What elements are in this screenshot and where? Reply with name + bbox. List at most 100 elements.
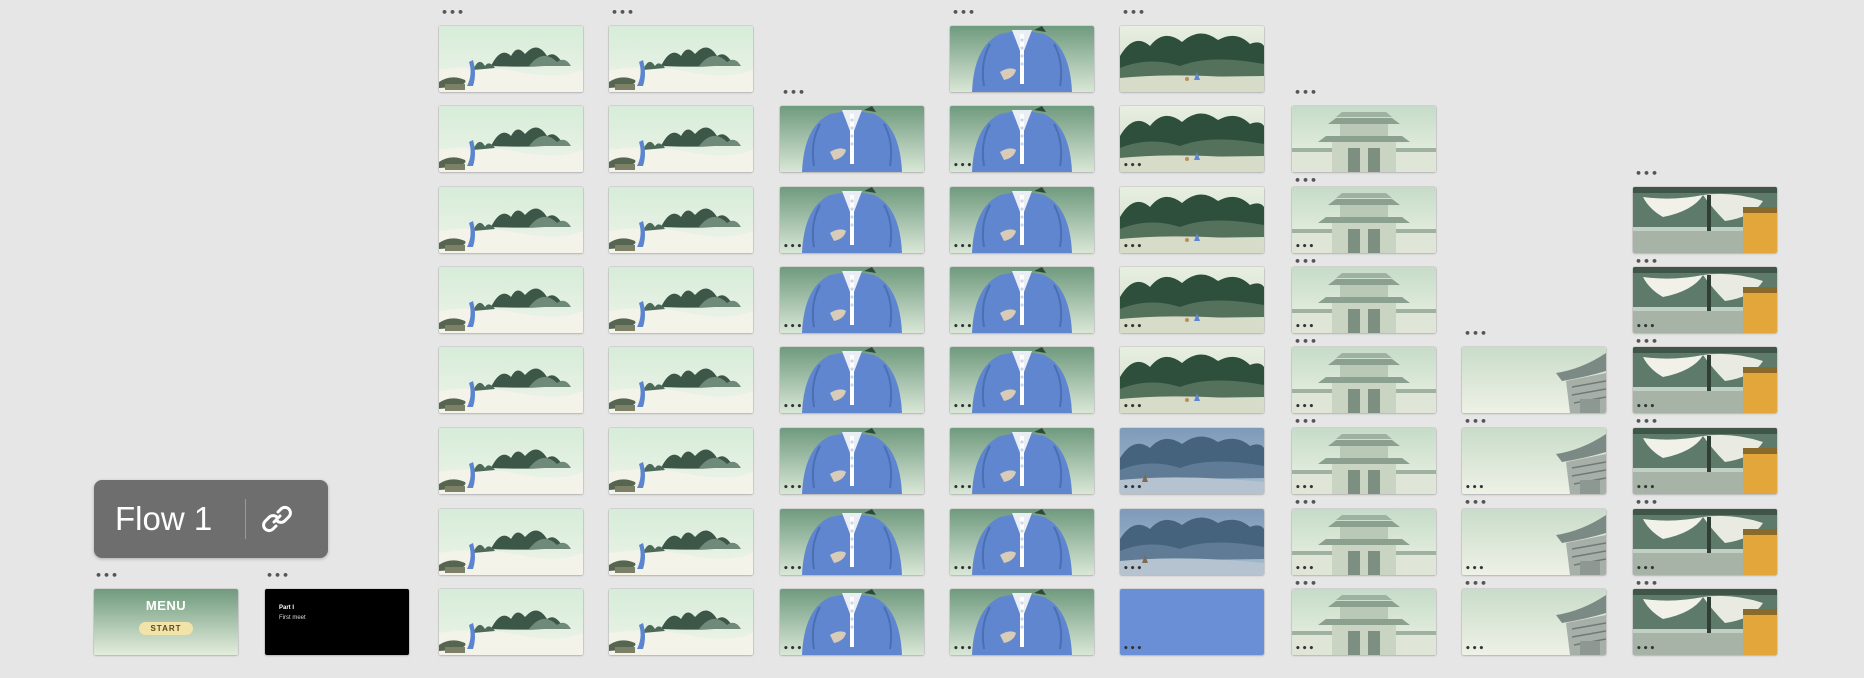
- frame-more-handle[interactable]: •••: [1295, 242, 1316, 252]
- frame-col6-row7[interactable]: •••: [1292, 509, 1436, 575]
- frame-col3-row3[interactable]: •••: [780, 187, 924, 253]
- frame-col2-row1[interactable]: [609, 26, 753, 92]
- frame-more-handle[interactable]: •••: [1295, 402, 1316, 412]
- start-button[interactable]: START: [139, 622, 193, 635]
- frame-more-handle[interactable]: •••: [1636, 564, 1657, 574]
- frame-col8-row6-more[interactable]: •••: [1635, 496, 1660, 509]
- frame-more-handle[interactable]: •••: [783, 483, 804, 493]
- frame-more-handle[interactable]: •••: [1465, 644, 1486, 654]
- frame-col5-row3[interactable]: •••: [1120, 187, 1264, 253]
- frame-col5-row8[interactable]: •••: [1120, 589, 1264, 655]
- frame-col1-row2[interactable]: [439, 106, 583, 172]
- column-3-more-handle[interactable]: •••: [782, 86, 807, 99]
- frame-col3-row5[interactable]: •••: [780, 347, 924, 413]
- frame-col6-row4-more[interactable]: •••: [1294, 335, 1319, 348]
- frame-more-handle[interactable]: •••: [953, 322, 974, 332]
- frame-more-handle[interactable]: •••: [783, 564, 804, 574]
- frame-more-handle[interactable]: •••: [1636, 402, 1657, 412]
- frame-col4-row5[interactable]: •••: [950, 347, 1094, 413]
- frame-more-handle[interactable]: •••: [1123, 402, 1144, 412]
- frame-col3-row7[interactable]: •••: [780, 509, 924, 575]
- frame-col6-row2-more[interactable]: •••: [1294, 174, 1319, 187]
- frame-col8-row3-more[interactable]: •••: [1635, 255, 1660, 268]
- frame-col8-row3[interactable]: [1633, 187, 1777, 253]
- frame-col4-row3[interactable]: •••: [950, 187, 1094, 253]
- frame-more-handle[interactable]: •••: [783, 402, 804, 412]
- column-8-more-handle[interactable]: •••: [1635, 167, 1660, 180]
- frame-col8-row4[interactable]: •••: [1633, 267, 1777, 333]
- frame-col3-row8[interactable]: •••: [780, 589, 924, 655]
- frame-more-handle[interactable]: •••: [1295, 483, 1316, 493]
- frame-col5-row7[interactable]: •••: [1120, 509, 1264, 575]
- frame-col8-row7[interactable]: •••: [1633, 509, 1777, 575]
- column-6-more-handle[interactable]: •••: [1294, 86, 1319, 99]
- menu-frame-more-handle[interactable]: •••: [95, 569, 120, 582]
- frame-col8-row8[interactable]: •••: [1633, 589, 1777, 655]
- frame-more-handle[interactable]: •••: [783, 644, 804, 654]
- frame-col6-row5-more[interactable]: •••: [1294, 415, 1319, 428]
- column-4-more-handle[interactable]: •••: [952, 6, 977, 19]
- frame-col5-row4[interactable]: •••: [1120, 267, 1264, 333]
- frame-col7-row7-more[interactable]: •••: [1464, 577, 1489, 590]
- frame-col6-row6-more[interactable]: •••: [1294, 496, 1319, 509]
- frame-col3-row4[interactable]: •••: [780, 267, 924, 333]
- frame-more-handle[interactable]: •••: [1465, 483, 1486, 493]
- frame-col4-row1[interactable]: [950, 26, 1094, 92]
- frame-col1-row6[interactable]: [439, 428, 583, 494]
- column-2-more-handle[interactable]: •••: [611, 6, 636, 19]
- frame-more-handle[interactable]: •••: [1636, 483, 1657, 493]
- frame-col4-row6[interactable]: •••: [950, 428, 1094, 494]
- frame-more-handle[interactable]: •••: [953, 564, 974, 574]
- frame-more-handle[interactable]: •••: [783, 322, 804, 332]
- frame-col6-row2[interactable]: [1292, 106, 1436, 172]
- frame-col8-row5-more[interactable]: •••: [1635, 415, 1660, 428]
- frame-col7-row8[interactable]: •••: [1462, 589, 1606, 655]
- frame-col2-row4[interactable]: [609, 267, 753, 333]
- frame-col3-row2[interactable]: [780, 106, 924, 172]
- frame-col2-row6[interactable]: [609, 428, 753, 494]
- frame-more-handle[interactable]: •••: [1465, 564, 1486, 574]
- frame-more-handle[interactable]: •••: [1295, 322, 1316, 332]
- frame-col1-row7[interactable]: [439, 509, 583, 575]
- frame-col1-row3[interactable]: [439, 187, 583, 253]
- column-1-more-handle[interactable]: •••: [441, 6, 466, 19]
- frame-col1-row4[interactable]: [439, 267, 583, 333]
- flow-starting-point-chip[interactable]: Flow 1: [94, 480, 328, 558]
- link-icon[interactable]: [246, 480, 308, 558]
- frame-col5-row5[interactable]: •••: [1120, 347, 1264, 413]
- frame-more-handle[interactable]: •••: [953, 242, 974, 252]
- frame-col6-row3[interactable]: •••: [1292, 187, 1436, 253]
- frame-more-handle[interactable]: •••: [953, 402, 974, 412]
- frame-more-handle[interactable]: •••: [1123, 161, 1144, 171]
- frame-col8-row7-more[interactable]: •••: [1635, 577, 1660, 590]
- frame-more-handle[interactable]: •••: [1123, 564, 1144, 574]
- frame-more-handle[interactable]: •••: [953, 644, 974, 654]
- frame-more-handle[interactable]: •••: [1636, 644, 1657, 654]
- frame-more-handle[interactable]: •••: [1295, 644, 1316, 654]
- frame-col6-row3-more[interactable]: •••: [1294, 255, 1319, 268]
- frame-col4-row8[interactable]: •••: [950, 589, 1094, 655]
- frame-col7-row6-more[interactable]: •••: [1464, 496, 1489, 509]
- frame-col6-row4[interactable]: •••: [1292, 267, 1436, 333]
- frame-col4-row2[interactable]: •••: [950, 106, 1094, 172]
- frame-more-handle[interactable]: •••: [953, 161, 974, 171]
- frame-col4-row4[interactable]: •••: [950, 267, 1094, 333]
- frame-col8-row6[interactable]: •••: [1633, 428, 1777, 494]
- frame-col7-row7[interactable]: •••: [1462, 509, 1606, 575]
- frame-col2-row2[interactable]: [609, 106, 753, 172]
- frame-more-handle[interactable]: •••: [1123, 644, 1144, 654]
- frame-col2-row5[interactable]: [609, 347, 753, 413]
- frame-more-handle[interactable]: •••: [1123, 483, 1144, 493]
- frame-col6-row7-more[interactable]: •••: [1294, 577, 1319, 590]
- frame-col2-row7[interactable]: [609, 509, 753, 575]
- frame-col6-row6[interactable]: •••: [1292, 428, 1436, 494]
- flow-name-label[interactable]: Flow 1: [115, 500, 213, 537]
- frame-more-handle[interactable]: •••: [783, 242, 804, 252]
- frame-col8-row4-more[interactable]: •••: [1635, 335, 1660, 348]
- frame-col2-row8[interactable]: [609, 589, 753, 655]
- column-5-more-handle[interactable]: •••: [1122, 6, 1147, 19]
- intro-frame-more-handle[interactable]: •••: [266, 569, 291, 582]
- frame-col2-row3[interactable]: [609, 187, 753, 253]
- frame-more-handle[interactable]: •••: [953, 483, 974, 493]
